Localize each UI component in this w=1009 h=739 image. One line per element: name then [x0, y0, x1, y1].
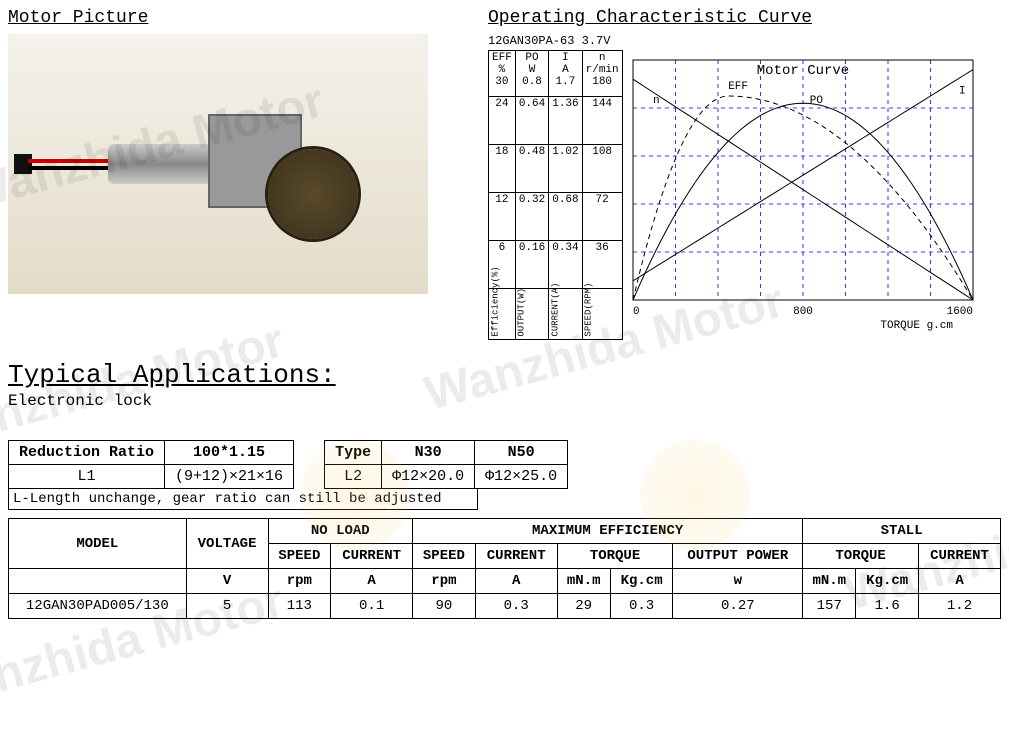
spec-table-right: TypeN30N50 L2Φ12×20.0Φ12×25.0: [324, 440, 568, 489]
chart-plot: Motor Curve 0 800 1600 TORQUE g.cm n EFF PO I: [623, 50, 983, 340]
motor-curve-chart: EFF%30 POW0.8 IA1.7 nr/min180 240.641.36…: [488, 50, 998, 340]
typical-applications-title: Typical Applications:: [8, 360, 1001, 390]
typical-applications-text: Electronic lock: [8, 392, 1001, 410]
main-spec-table: MODEL VOLTAGE NO LOAD MAXIMUM EFFICIENCY…: [8, 518, 1001, 619]
svg-text:PO: PO: [809, 95, 823, 107]
spec-table-left: Reduction Ratio100*1.15 L1(9+12)×21×16: [8, 440, 294, 489]
svg-text:n: n: [653, 95, 660, 107]
spec-note: L-Length unchange, gear ratio can still …: [8, 489, 478, 510]
svg-text:1600: 1600: [946, 306, 972, 318]
svg-text:0: 0: [633, 306, 640, 318]
chart-caption: 12GAN30PA-63 3.7V: [488, 34, 998, 48]
svg-text:I: I: [959, 86, 966, 98]
svg-text:EFF: EFF: [728, 81, 748, 93]
section-title-motor-picture: Motor Picture: [8, 8, 488, 28]
svg-text:Motor Curve: Motor Curve: [756, 63, 848, 79]
svg-text:800: 800: [793, 306, 813, 318]
section-title-curve: Operating Characteristic Curve: [488, 8, 998, 28]
motor-picture: [8, 34, 428, 294]
svg-text:TORQUE g.cm: TORQUE g.cm: [880, 320, 953, 332]
chart-axis-table: EFF%30 POW0.8 IA1.7 nr/min180 240.641.36…: [488, 50, 623, 340]
